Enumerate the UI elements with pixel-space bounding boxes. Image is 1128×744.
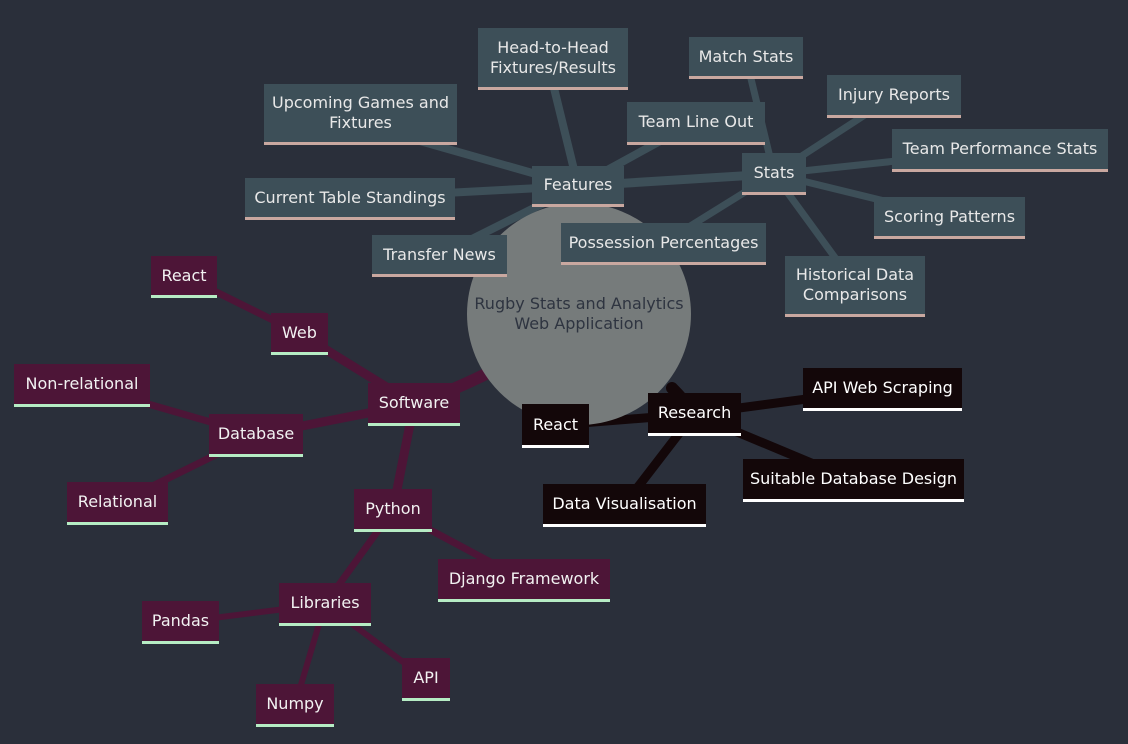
node-software[interactable]: Software xyxy=(368,383,460,426)
node-pandas[interactable]: Pandas xyxy=(142,601,219,644)
node-scoring-patterns[interactable]: Scoring Patterns xyxy=(874,197,1025,239)
node-team-performance-stats[interactable]: Team Performance Stats xyxy=(892,129,1108,172)
node-historical-data[interactable]: Historical Data Comparisons xyxy=(785,256,925,317)
node-api[interactable]: API xyxy=(402,658,450,701)
node-relational[interactable]: Relational xyxy=(67,482,168,525)
node-upcoming-games[interactable]: Upcoming Games and Fixtures xyxy=(264,84,457,145)
node-possession-percentages[interactable]: Possession Percentages xyxy=(561,223,766,265)
node-libraries[interactable]: Libraries xyxy=(279,583,371,626)
root-title-line2: Web Application xyxy=(514,314,644,333)
node-team-line-out[interactable]: Team Line Out xyxy=(627,102,765,145)
node-database[interactable]: Database xyxy=(209,414,303,457)
node-data-visualisation[interactable]: Data Visualisation xyxy=(543,484,706,527)
node-react-web[interactable]: React xyxy=(151,256,217,298)
node-python[interactable]: Python xyxy=(354,489,432,532)
node-features[interactable]: Features xyxy=(532,166,624,207)
node-suitable-database-design[interactable]: Suitable Database Design xyxy=(743,459,964,502)
root-title-line1: Rugby Stats and Analytics xyxy=(474,294,684,313)
node-web[interactable]: Web xyxy=(271,313,328,355)
node-head-to-head[interactable]: Head-to-Head Fixtures/Results xyxy=(478,28,628,90)
node-transfer-news[interactable]: Transfer News xyxy=(372,235,507,277)
node-current-table-standings[interactable]: Current Table Standings xyxy=(245,178,455,220)
node-react-research[interactable]: React xyxy=(522,404,589,448)
node-injury-reports[interactable]: Injury Reports xyxy=(827,75,961,118)
node-stats[interactable]: Stats xyxy=(742,153,806,195)
node-api-web-scraping[interactable]: API Web Scraping xyxy=(803,368,962,411)
node-numpy[interactable]: Numpy xyxy=(256,684,334,727)
node-non-relational[interactable]: Non-relational xyxy=(14,364,150,407)
node-match-stats[interactable]: Match Stats xyxy=(689,37,803,79)
node-django-framework[interactable]: Django Framework xyxy=(438,559,610,602)
node-research[interactable]: Research xyxy=(648,393,741,436)
